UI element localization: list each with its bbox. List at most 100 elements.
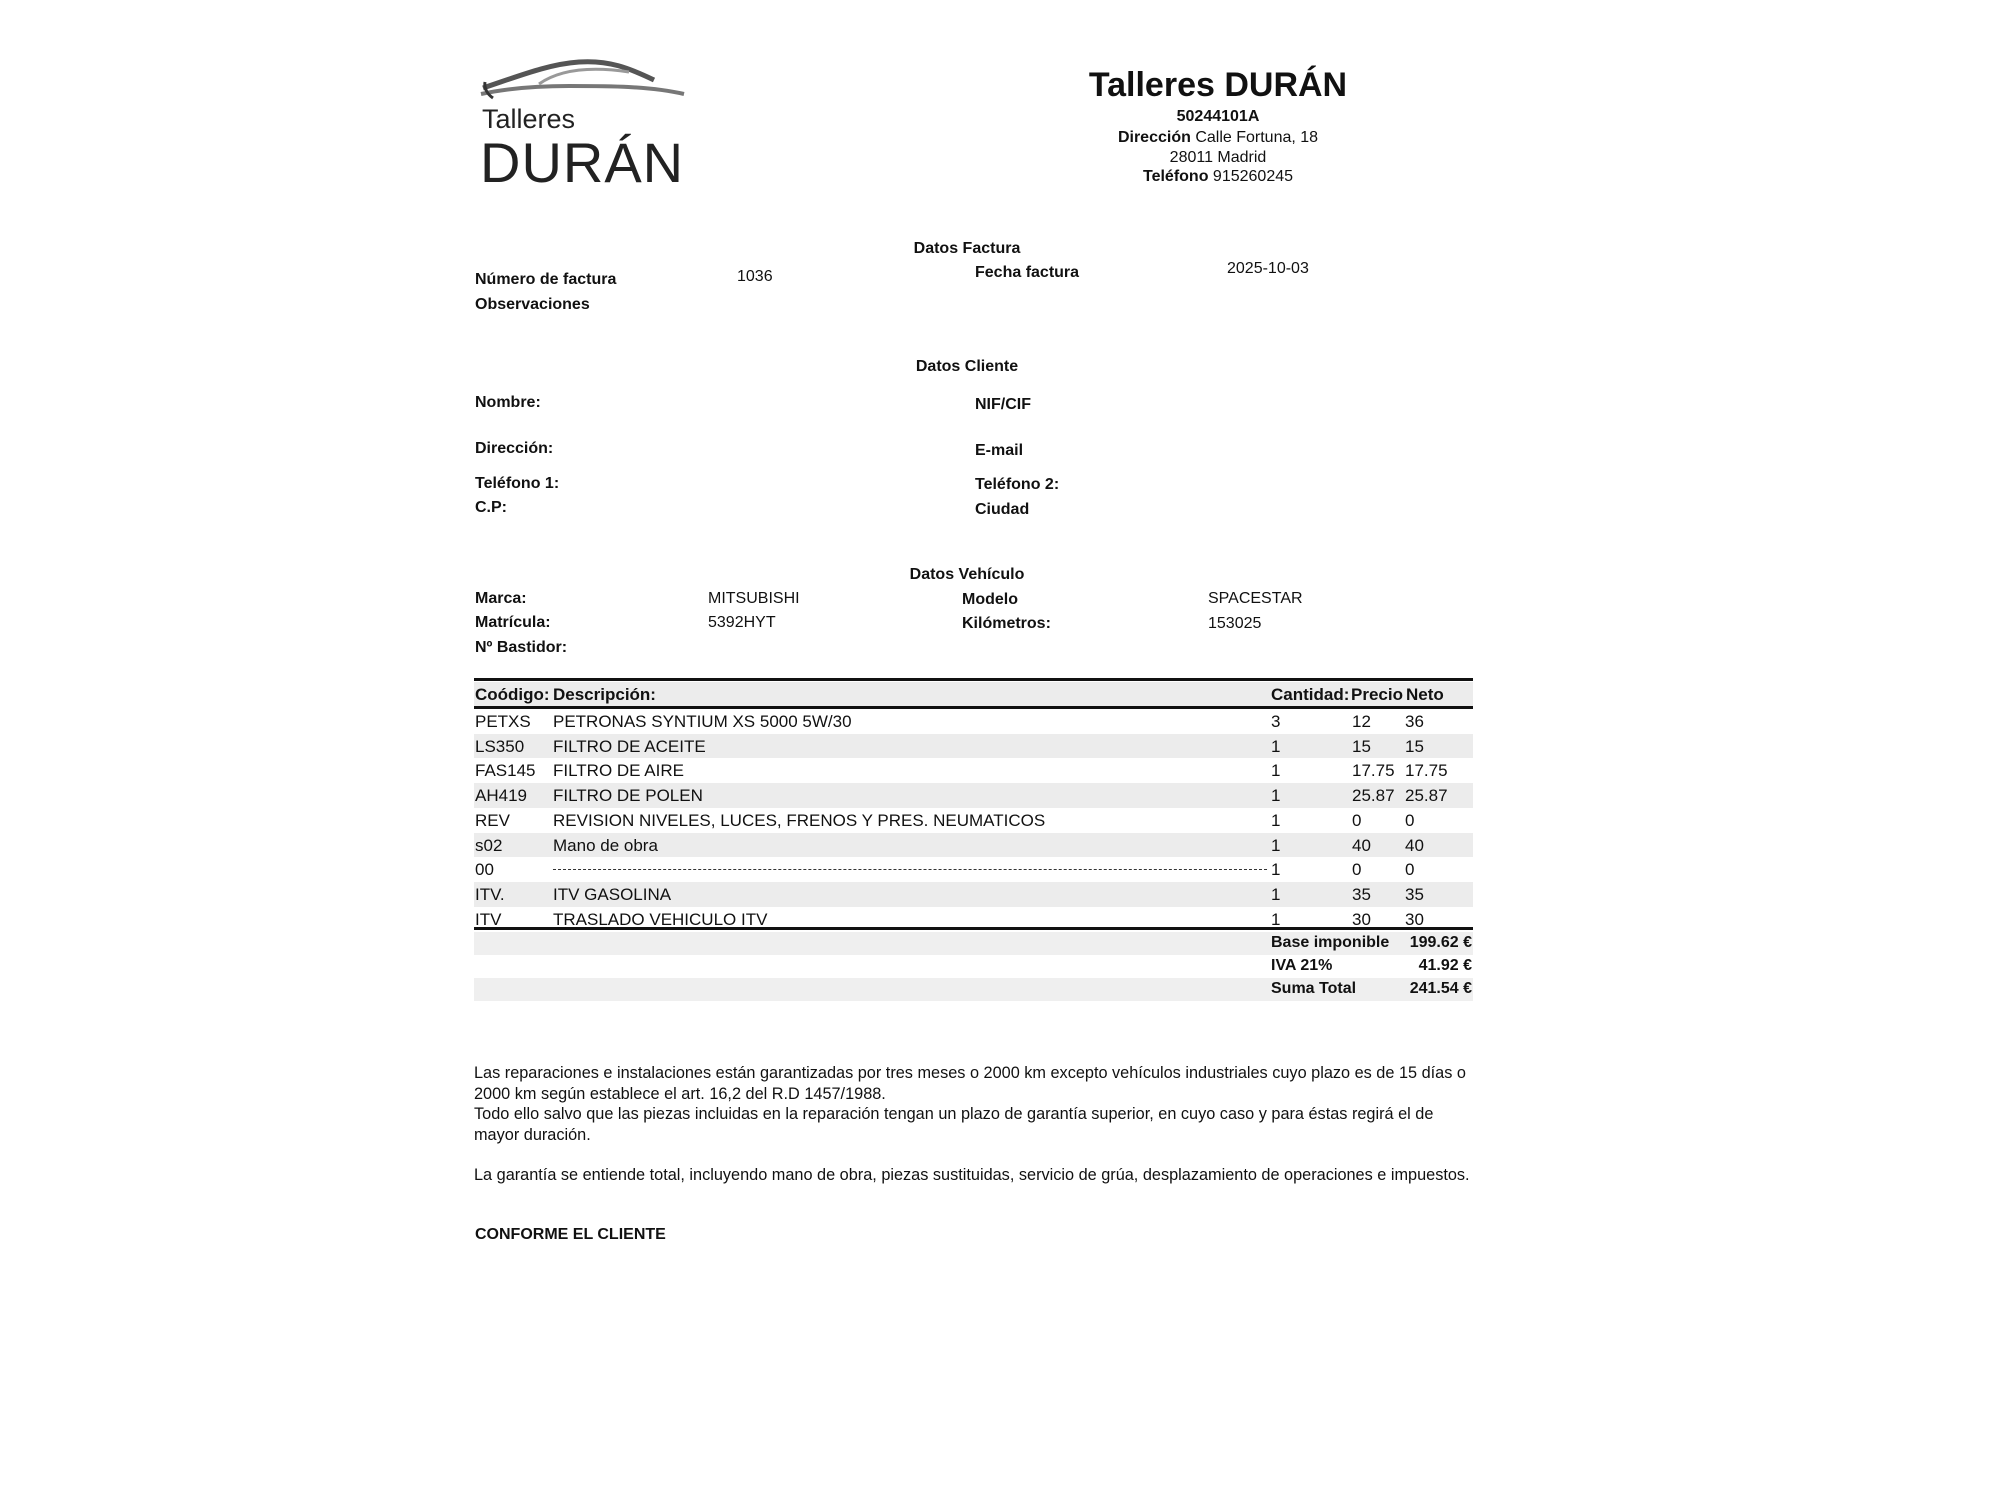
table-row: s02 Mano de obra 1 40 40 [474, 832, 1473, 858]
section-title-client: Datos Cliente [915, 358, 1019, 375]
header-desc: Descripción: [553, 685, 656, 704]
base-value: 199.62 € [1409, 934, 1472, 951]
phone-value: 915260245 [1212, 168, 1294, 185]
cell-code: 00 [475, 860, 494, 880]
cell-net: 30 [1405, 909, 1424, 929]
totals-total-row: Suma Total 241.54 € [474, 978, 1473, 1001]
cell-desc: ITV GASOLINA [553, 884, 672, 904]
company-tax-id: 50244101A [1176, 108, 1260, 125]
section-title-invoice: Datos Factura [913, 240, 1021, 257]
client-cp-label: C.P: [475, 499, 507, 516]
phone-label: Teléfono [1142, 168, 1209, 185]
table-bottom-rule [474, 927, 1473, 930]
vehicle-chassis-label: Nº Bastidor: [475, 639, 568, 656]
vehicle-brand: MITSUBISHI [708, 590, 800, 607]
cell-qty: 1 [1271, 736, 1281, 756]
cell-qty: 1 [1271, 810, 1281, 830]
cell-price: 15 [1352, 736, 1371, 756]
cell-code: ITV [475, 909, 502, 929]
cell-code: AH419 [475, 786, 527, 806]
client-signature-label: CONFORME EL CLIENTE [475, 1226, 666, 1243]
table-row: AH419 FILTRO DE POLEN 1 25.87 25.87 [474, 783, 1473, 808]
invoice-notes-label: Observaciones [475, 296, 590, 313]
header-net: Neto [1406, 685, 1444, 704]
vehicle-km: 153025 [1208, 615, 1262, 632]
client-phone1-label: Teléfono 1: [475, 475, 560, 492]
logo-text-talleres: Talleres [482, 104, 576, 134]
cell-desc: PETRONAS SYNTIUM XS 5000 5W/30 [553, 712, 852, 731]
logo-text-duran: DURÁN [480, 131, 685, 194]
cell-code: FAS145 [475, 761, 536, 781]
table-row: ITV. ITV GASOLINA 1 35 35 [474, 881, 1473, 907]
address-value: Calle Fortuna, 18 [1195, 129, 1319, 146]
header-price: Precio [1351, 685, 1403, 704]
cell-code: PETXS [475, 712, 531, 731]
cell-net: 25.87 [1405, 786, 1448, 806]
dashed-separator [553, 869, 1267, 871]
company-city: 28011 Madrid [1169, 149, 1267, 166]
header-code: Coódigo: [475, 685, 550, 704]
total-label: Suma Total [1271, 980, 1357, 997]
invoice-date-label: Fecha factura [975, 264, 1080, 281]
cell-price: 0 [1352, 860, 1362, 880]
cell-desc: FILTRO DE AIRE [553, 761, 684, 781]
table-row: FAS145 FILTRO DE AIRE 1 17.75 17.75 [474, 758, 1473, 783]
client-phone2-label: Teléfono 2: [975, 476, 1060, 493]
table-header: Coódigo: Descripción: Cantidad: Precio N… [474, 682, 1473, 707]
section-title-vehicle: Datos Vehículo [909, 566, 1025, 583]
cell-desc: FILTRO DE POLEN [553, 786, 703, 806]
cell-code: LS350 [475, 736, 525, 756]
cell-qty: 1 [1271, 909, 1281, 929]
cell-desc: REVISION NIVELES, LUCES, FRENOS Y PRES. … [553, 810, 1046, 830]
cell-price: 17.75 [1352, 761, 1395, 781]
header-qty: Cantidad: [1271, 685, 1350, 704]
base-label: Base imponible [1271, 934, 1390, 951]
client-name-label: Nombre: [475, 394, 541, 411]
company-logo-car-icon [480, 59, 685, 100]
total-value: 241.54 € [1409, 980, 1472, 997]
vehicle-model: SPACESTAR [1208, 590, 1303, 607]
cell-net: 0 [1405, 860, 1415, 880]
invoice-number: 1036 [737, 268, 773, 285]
table-row: LS350 FILTRO DE ACEITE 1 15 15 [474, 733, 1473, 759]
client-address-label: Dirección: [475, 440, 554, 457]
cell-net: 35 [1405, 884, 1424, 904]
cell-code: REV [475, 810, 510, 830]
warranty-paragraph-1: Las reparaciones e instalaciones están g… [474, 1064, 1466, 1103]
cell-net: 17.75 [1405, 761, 1448, 781]
address-label: Dirección [1117, 129, 1191, 146]
cell-qty: 3 [1271, 712, 1281, 731]
cell-code: ITV. [475, 884, 505, 904]
cell-desc: Mano de obra [553, 835, 658, 855]
warranty-paragraph-3: La garantía se entiende total, incluyend… [474, 1166, 1470, 1184]
cell-net: 0 [1405, 810, 1415, 830]
vehicle-plate: 5392HYT [708, 614, 776, 631]
cell-net: 15 [1405, 736, 1424, 756]
iva-value: 41.92 € [1418, 957, 1472, 974]
cell-price: 40 [1352, 835, 1371, 855]
vehicle-plate-label: Matrícula: [475, 614, 551, 631]
cell-desc: FILTRO DE ACEITE [553, 736, 706, 756]
company-phone: Teléfono 915260245 [1143, 168, 1293, 186]
iva-label: IVA 21% [1271, 957, 1333, 974]
cell-price: 12 [1352, 712, 1371, 731]
table-row: PETXS PETRONAS SYNTIUM XS 5000 5W/30 3 12 36 [474, 709, 1473, 734]
client-nif-label: NIF/CIF [975, 396, 1031, 413]
vehicle-brand-label: Marca: [475, 590, 527, 607]
cell-qty: 1 [1271, 761, 1281, 781]
table-row: ITV TRASLADO VEHICULO ITV 1 30 30 [474, 907, 1473, 932]
vehicle-km-label: Kilómetros: [962, 615, 1051, 632]
company-address: Dirección Calle Fortuna, 18 [1118, 129, 1318, 147]
cell-qty: 1 [1271, 860, 1281, 880]
cell-qty: 1 [1271, 786, 1281, 806]
client-city-label: Ciudad [975, 501, 1030, 518]
warranty-paragraph-2: Todo ello salvo que las piezas incluidas… [474, 1105, 1434, 1144]
cell-price: 35 [1352, 884, 1371, 904]
cell-net: 36 [1405, 712, 1424, 731]
cell-code: s02 [475, 835, 503, 855]
cell-price: 30 [1352, 909, 1371, 929]
cell-net: 40 [1405, 835, 1424, 855]
cell-qty: 1 [1271, 835, 1281, 855]
totals-base-row: Base imponible 199.62 € [474, 932, 1473, 955]
cell-price: 0 [1352, 810, 1362, 830]
